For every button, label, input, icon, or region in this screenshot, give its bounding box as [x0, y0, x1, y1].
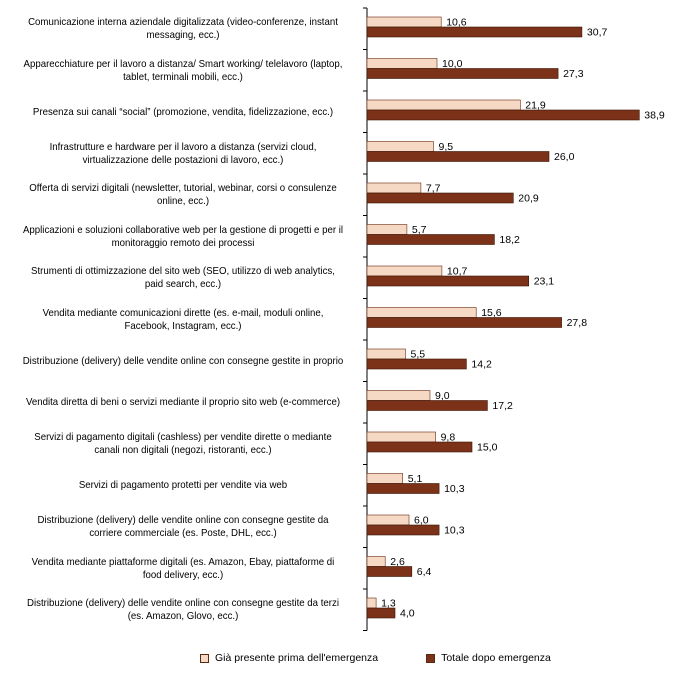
data-label: 17,2 [492, 400, 513, 412]
data-label: 15,0 [477, 442, 498, 454]
bar-after-emergency [366, 275, 529, 287]
bar-after-emergency [366, 483, 440, 494]
legend-label-before: Già presente prima dell'emergenza [215, 652, 379, 664]
bar-after-emergency [366, 151, 550, 162]
category-label: Distribuzione (delivery) delle vendite o… [22, 354, 344, 367]
bar-before-emergency [366, 556, 386, 567]
bar-after-emergency [366, 234, 495, 245]
data-label: 10,0 [442, 58, 463, 70]
bar-after-emergency [366, 358, 467, 370]
bar-after-emergency [366, 109, 640, 121]
category-label: Distribuzione (delivery) delle vendite o… [37, 514, 329, 539]
data-label: 27,3 [563, 68, 584, 80]
bar-before-emergency [366, 307, 477, 318]
category-label: Vendita mediante comunicazioni dirette (… [42, 306, 324, 332]
category-label: Presenza sui canali “social” (promozione… [32, 105, 334, 118]
category-label: Infrastrutture e hardware per il lavoro … [49, 140, 317, 166]
legend-swatch-before [200, 653, 209, 663]
bar-after-emergency [366, 607, 396, 619]
data-label: 9,5 [439, 141, 454, 153]
data-label: 26,0 [554, 151, 575, 163]
category-label: Servizi di pagamento protetti per vendit… [78, 479, 288, 491]
bar-before-emergency [366, 16, 442, 28]
legend-item-before: Già presente prima dell'emergenza [200, 652, 378, 664]
data-label: 10,3 [444, 483, 465, 495]
data-label: 30,7 [587, 27, 608, 39]
bar-after-emergency [366, 524, 440, 536]
bar-after-emergency [366, 26, 583, 38]
data-label: 21,9 [525, 100, 546, 112]
data-label: 6,0 [414, 515, 429, 527]
legend-label-after: Totale dopo emergenza [441, 652, 551, 664]
legend: Già presente prima dell'emergenza Totale… [200, 652, 551, 664]
data-label: 38,9 [644, 110, 665, 122]
bar-after-emergency [366, 566, 413, 577]
bar-before-emergency [366, 473, 404, 484]
bar-before-emergency [366, 58, 438, 69]
bar-after-emergency [366, 68, 559, 79]
bar-after-emergency [366, 400, 488, 411]
data-label: 15,6 [481, 307, 502, 319]
bar-after-emergency [366, 317, 562, 328]
data-label: 14,2 [471, 359, 492, 371]
category-label: Vendita mediante piattaforme digitali (e… [31, 555, 335, 581]
bar-before-emergency [366, 265, 443, 277]
category-label: Apparecchiature per il lavoro a distanza… [23, 57, 343, 83]
bar-before-emergency [366, 348, 406, 360]
data-label: 5,1 [408, 473, 423, 485]
data-label: 7,7 [426, 183, 441, 195]
bar-before-emergency [366, 390, 431, 401]
category-label: Vendita diretta di beni o servizi median… [25, 396, 341, 408]
data-label: 10,3 [444, 525, 465, 537]
bar-before-emergency [366, 141, 434, 152]
bar-after-emergency [366, 192, 514, 204]
category-label: Distribuzione (delivery) delle vendite o… [27, 597, 339, 622]
data-label: 4,0 [400, 608, 415, 620]
bar-before-emergency [366, 514, 410, 526]
bar-before-emergency [366, 431, 436, 443]
data-label: 20,9 [518, 193, 539, 205]
data-label: 2,6 [390, 556, 405, 568]
category-label: Comunicazione interna aziendale digitali… [28, 16, 338, 41]
data-label: 9,8 [441, 432, 456, 444]
legend-item-after: Totale dopo emergenza [426, 652, 551, 664]
data-label: 1,3 [381, 598, 396, 610]
category-label: Applicazioni e soluzioni collaborative w… [22, 223, 344, 249]
data-label: 23,1 [534, 276, 555, 288]
data-label: 18,2 [499, 234, 520, 246]
bar-before-emergency [366, 99, 521, 111]
data-label: 10,6 [446, 17, 467, 29]
data-label: 6,4 [417, 566, 432, 578]
bar-before-emergency [366, 224, 408, 235]
data-label: 5,5 [411, 349, 426, 361]
data-label: 10,7 [447, 266, 468, 278]
bar-before-emergency [366, 182, 422, 194]
data-label: 27,8 [567, 317, 588, 329]
data-label: 5,7 [412, 224, 427, 236]
bar-after-emergency [366, 441, 473, 453]
data-label: 9,0 [435, 390, 450, 402]
category-label: Strumenti di ottimizzazione del sito web… [31, 265, 335, 290]
legend-swatch-after [426, 653, 436, 663]
category-label: Servizi di pagamento digitali (cashless)… [34, 431, 332, 456]
category-label: Offerta di servizi digitali (newsletter,… [29, 182, 337, 207]
bar-before-emergency [366, 597, 377, 609]
